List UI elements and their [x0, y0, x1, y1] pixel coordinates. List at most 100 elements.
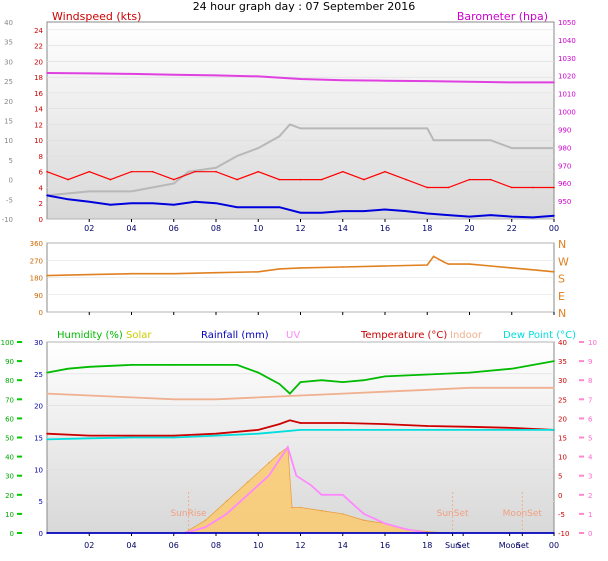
panel1-xtick-label: 06	[169, 224, 179, 233]
panel3-data-point	[468, 371, 471, 374]
panel1-data-point	[172, 178, 175, 181]
panel1-data-point	[215, 170, 217, 173]
panel3-data-point	[287, 446, 289, 448]
panel1-xtick-label: 08	[211, 224, 221, 233]
panel1-data-point	[257, 170, 260, 173]
panel3-data-point	[257, 371, 260, 374]
panel2-data-point	[46, 274, 48, 277]
panel1-data-point	[236, 206, 238, 208]
direction-tick-label: 270	[30, 257, 43, 265]
panel2-data-point	[299, 267, 302, 269]
humidity-axis-mark	[17, 455, 22, 458]
panel1-data-point	[447, 186, 450, 189]
humidity-tick-label: 10	[5, 511, 14, 519]
panel3-data-point	[553, 360, 555, 362]
panel1-data-point	[510, 81, 513, 84]
panel3-data-point	[384, 522, 386, 525]
panel2-data-point	[426, 264, 429, 266]
solar-data-point	[204, 519, 207, 522]
compass-label: N	[558, 307, 566, 320]
panel1-data-point	[236, 155, 238, 157]
panel3-data-point	[236, 364, 238, 366]
panel3-data-point	[384, 375, 386, 378]
legend-entry: Humidity (%)	[57, 330, 123, 341]
panel1-data-point	[88, 200, 91, 203]
panel2-data-point	[432, 255, 435, 258]
panel1-data-point	[426, 186, 429, 189]
legend-entry: Indoor	[450, 330, 483, 341]
humidity-axis-mark	[17, 493, 22, 496]
uv-tick-label: 10	[588, 339, 597, 347]
humidity-tick-label: 80	[5, 377, 14, 385]
panel3-xtick-label: 16	[380, 541, 390, 550]
far-left-tick-label: 20	[4, 98, 13, 106]
panel1-data-point	[257, 147, 260, 149]
panel2-data-point	[278, 268, 281, 270]
direction-tick-label: 0	[39, 309, 43, 317]
solar-data-point	[291, 506, 293, 509]
solar-data-point	[299, 506, 302, 509]
panel3-xtick-label: Set	[516, 541, 529, 550]
humidity-tick-label: 70	[5, 396, 14, 404]
panel1-data-point	[432, 139, 435, 141]
panel1-data-point	[46, 194, 48, 197]
panel1-data-point	[405, 210, 407, 212]
rain-tick-label: 5	[39, 498, 43, 506]
panel1-data-point	[553, 147, 555, 149]
panel1-data-point	[341, 127, 344, 130]
temperature-tick-label: 15	[558, 435, 567, 443]
panel1-data-point	[553, 186, 555, 189]
panel2-data-point	[384, 265, 386, 267]
panel1-data-point	[130, 202, 133, 205]
windspeed-tick-label: 0	[39, 216, 43, 224]
windspeed-tick-label: 16	[34, 90, 43, 98]
panel1-data-point	[299, 78, 302, 80]
panel3-data-point	[215, 434, 217, 437]
panel2-data-point	[130, 272, 133, 275]
panel1-data-point	[320, 211, 323, 214]
panel3-data-point	[363, 513, 365, 515]
panel2-data-point	[215, 271, 217, 274]
far-left-tick-label: 40	[4, 19, 13, 27]
panel3-data-point	[426, 388, 429, 391]
panel1-data-point	[426, 127, 429, 130]
panel1-data-point	[151, 202, 154, 205]
uv-axis-mark	[579, 379, 584, 382]
panel2-data-point	[257, 270, 260, 273]
uv-tick-label: 1	[588, 511, 592, 519]
panel1-data-point	[130, 170, 133, 173]
panel2-data-point	[553, 270, 555, 273]
uv-tick-label: 5	[588, 435, 592, 443]
temperature-tick-label: 25	[558, 396, 567, 404]
legend-entry: Dew Point (°C)	[503, 330, 576, 341]
panel3-data-point	[204, 526, 207, 529]
panel3-data-point	[46, 371, 48, 374]
panel3-data-point	[268, 474, 270, 477]
panel1-data-point	[405, 178, 407, 181]
panel3-data-point	[257, 432, 260, 435]
panel3-xtick-label: 06	[169, 541, 179, 550]
panel3-data-point	[320, 379, 323, 382]
panel3-data-point	[88, 366, 91, 368]
panel1-xtick-label: 10	[253, 224, 263, 233]
panel3-data-point	[130, 364, 133, 366]
rain-tick-label: 0	[39, 530, 43, 538]
uv-axis-mark	[579, 532, 584, 534]
rain-tick-label: 25	[34, 371, 43, 379]
temperature-tick-label: 30	[558, 377, 567, 385]
uv-tick-label: 2	[588, 492, 592, 500]
windspeed-tick-label: 18	[34, 74, 43, 82]
temperature-tick-label: -5	[558, 511, 565, 519]
panel3-data-point	[130, 396, 133, 399]
panel2-data-point	[468, 263, 471, 265]
compass-label: W	[558, 255, 569, 268]
windspeed-tick-label: 12	[34, 121, 43, 129]
panel1-data-point	[130, 73, 133, 75]
panel2-data-point	[341, 266, 344, 268]
temperature-tick-label: 35	[558, 358, 567, 366]
panel3-data-point	[88, 437, 91, 440]
barometer-tick-label: 980	[558, 144, 571, 152]
windspeed-tick-label: 24	[34, 27, 43, 35]
panel1-data-point	[299, 127, 302, 130]
